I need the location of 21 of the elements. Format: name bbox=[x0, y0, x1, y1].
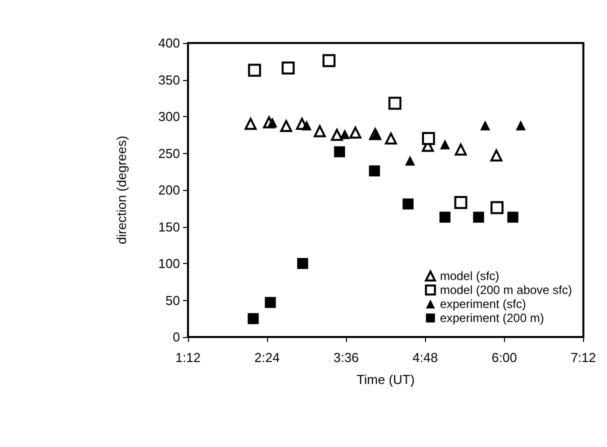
x-tick-label: 2:24 bbox=[254, 350, 280, 365]
x-tick-label: 1:12 bbox=[175, 350, 201, 365]
x-tick-label: 6:00 bbox=[492, 350, 517, 365]
legend-label: model (200 m above sfc) bbox=[440, 283, 572, 297]
legend-label: model (sfc) bbox=[440, 269, 500, 283]
y-tick-label: 150 bbox=[158, 219, 180, 234]
x-axis-title: Time (UT) bbox=[356, 372, 415, 387]
y-tick-label: 50 bbox=[166, 292, 180, 308]
y-tick-label: 200 bbox=[158, 182, 180, 198]
y-tick-label: 400 bbox=[158, 36, 180, 50]
legend-label: experiment (200 m) bbox=[440, 311, 544, 325]
x-tick-label: 3:36 bbox=[333, 350, 359, 365]
x-tick-label: 4:48 bbox=[412, 350, 438, 365]
y-tick-label: 350 bbox=[158, 72, 180, 88]
y-tick-label: 250 bbox=[158, 146, 180, 161]
y-tick-label: 100 bbox=[158, 256, 180, 271]
y-axis-title: direction (degrees) bbox=[114, 136, 129, 244]
x-tick-label: 7:12 bbox=[570, 350, 596, 365]
legend-label: experiment (sfc) bbox=[440, 297, 526, 311]
y-tick-label: 0 bbox=[172, 330, 180, 344]
y-tick-label: 300 bbox=[158, 109, 180, 124]
